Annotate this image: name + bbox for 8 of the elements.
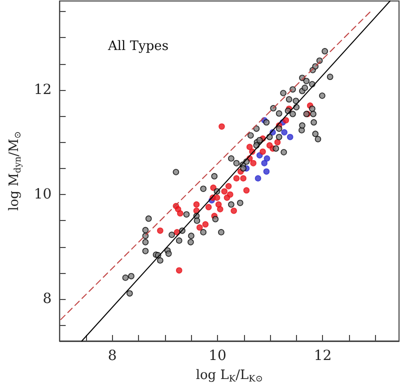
x-tick-label: 12 (314, 348, 332, 364)
y-axis-title: log Mdyn/M⊙ (7, 131, 24, 211)
x-tick-label: 10 (208, 348, 226, 364)
y-tick-label: 10 (34, 186, 52, 203)
x-tick-label: 8 (108, 348, 117, 364)
y-tick-label: 12 (34, 82, 52, 98)
annotation: All Types (107, 39, 169, 54)
y-tick-label: 8 (42, 291, 52, 308)
